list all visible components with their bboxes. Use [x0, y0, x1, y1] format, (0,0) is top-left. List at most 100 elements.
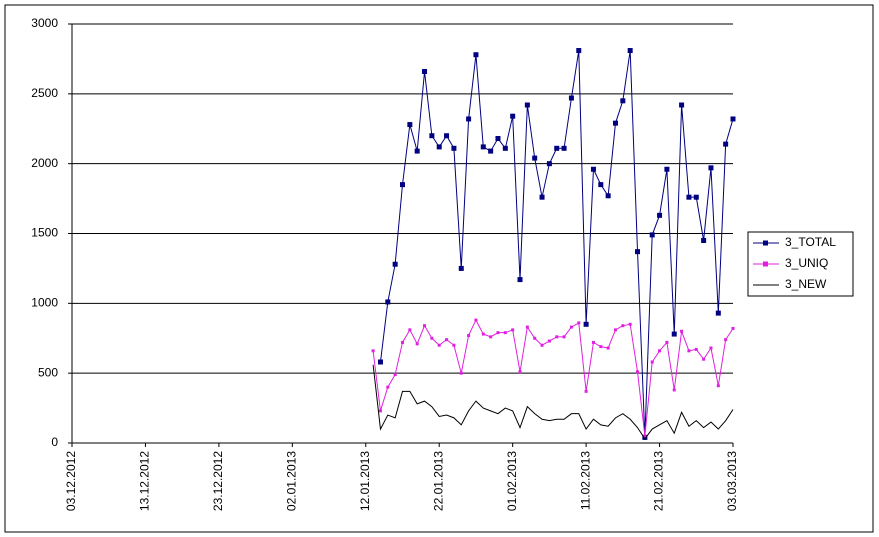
point — [451, 145, 457, 151]
point — [539, 194, 545, 200]
point — [657, 212, 663, 218]
point — [430, 336, 434, 340]
point — [635, 249, 641, 255]
y-tick-label: 1000 — [31, 296, 58, 310]
point — [400, 182, 405, 188]
x-tick-label: 11.02.2013 — [578, 451, 592, 510]
x-tick-label: 03.03.2013 — [725, 451, 739, 511]
point — [422, 68, 428, 74]
legend-label: 3_TOTAL — [785, 235, 836, 249]
legend-marker — [763, 261, 768, 267]
point — [643, 434, 647, 438]
point — [584, 389, 588, 393]
x-tick-label: 01.02.2013 — [505, 451, 519, 511]
point — [649, 232, 655, 238]
point — [473, 52, 479, 58]
point — [636, 370, 640, 374]
point — [511, 328, 515, 332]
point — [555, 335, 559, 339]
point — [709, 346, 713, 350]
point — [679, 102, 685, 108]
point — [598, 182, 604, 188]
point — [518, 370, 522, 374]
x-tick-label: 03.12.2012 — [64, 451, 78, 511]
point — [730, 116, 736, 122]
point — [568, 95, 574, 101]
point — [393, 373, 397, 377]
legend-label: 3_NEW — [785, 277, 827, 291]
point — [547, 339, 551, 343]
point — [628, 322, 632, 326]
y-tick-label: 2500 — [31, 86, 58, 100]
point — [687, 349, 691, 353]
point — [386, 385, 390, 389]
point — [664, 166, 670, 172]
point — [599, 345, 603, 349]
point — [466, 116, 472, 122]
point — [488, 148, 494, 154]
point — [591, 340, 595, 344]
point — [445, 338, 449, 342]
x-tick-label: 12.01.2013 — [358, 451, 372, 511]
point — [620, 98, 626, 104]
point — [715, 310, 721, 316]
point — [612, 120, 618, 126]
point — [423, 324, 427, 328]
point — [414, 148, 420, 154]
point — [517, 277, 523, 283]
point — [562, 335, 566, 339]
y-tick-label: 3000 — [31, 16, 58, 30]
x-tick-label: 02.01.2013 — [285, 451, 299, 511]
y-tick-label: 2000 — [31, 156, 58, 170]
legend-marker — [763, 240, 768, 246]
point — [716, 384, 720, 388]
point — [436, 144, 442, 150]
point — [680, 329, 684, 333]
point — [503, 331, 507, 335]
point — [605, 193, 611, 199]
point — [385, 299, 391, 305]
point — [613, 328, 617, 332]
point — [708, 165, 714, 171]
point — [377, 359, 383, 365]
point — [731, 326, 735, 330]
point — [444, 133, 450, 139]
x-tick-label: 22.01.2013 — [431, 451, 445, 511]
point — [489, 335, 493, 339]
point — [546, 161, 552, 167]
point — [408, 328, 412, 332]
point — [671, 331, 677, 337]
point — [723, 141, 729, 147]
point — [392, 261, 398, 267]
point — [415, 342, 419, 346]
point — [371, 349, 375, 353]
x-tick-label: 21.02.2013 — [652, 451, 666, 511]
point — [701, 237, 707, 243]
point — [510, 113, 516, 119]
point — [495, 136, 501, 142]
point — [665, 340, 669, 344]
point — [694, 347, 698, 351]
point — [606, 346, 610, 350]
y-tick-label: 1500 — [31, 226, 58, 240]
point — [561, 145, 567, 151]
point — [658, 349, 662, 353]
point — [621, 324, 625, 328]
x-tick-label: 13.12.2012 — [138, 451, 152, 511]
point — [672, 388, 676, 392]
point — [650, 360, 654, 364]
point — [583, 321, 589, 327]
point — [590, 166, 596, 172]
point — [532, 155, 538, 161]
point — [474, 318, 478, 322]
point — [502, 145, 508, 151]
point — [458, 265, 464, 271]
point — [481, 332, 485, 336]
point — [437, 343, 441, 347]
point — [627, 48, 633, 54]
point — [540, 343, 544, 347]
point — [459, 371, 463, 375]
point — [407, 122, 413, 128]
